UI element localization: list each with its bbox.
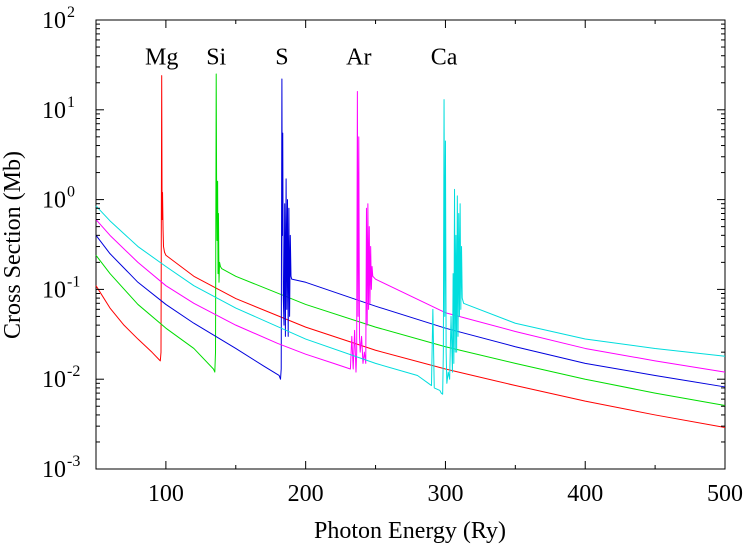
y-tick-label: 10 bbox=[42, 8, 66, 34]
x-tick-label: 400 bbox=[567, 481, 603, 507]
element-labels: Mg Si S Ar Ca bbox=[145, 45, 458, 71]
series-group bbox=[95, 73, 726, 428]
y-tick-exponent: -1 bbox=[67, 273, 80, 290]
series-line-3 bbox=[95, 78, 726, 388]
annotation-ca: Ca bbox=[431, 45, 458, 71]
series-line-4 bbox=[95, 90, 726, 373]
plot-frame bbox=[95, 19, 726, 470]
x-tick-label: 500 bbox=[707, 481, 743, 507]
y-tick-label: 10 bbox=[42, 98, 66, 124]
x-tick-label: 300 bbox=[427, 481, 463, 507]
series-line-2 bbox=[95, 73, 726, 406]
annotation-s: S bbox=[275, 45, 288, 71]
y-axis-label: Cross Section (Mb) bbox=[0, 151, 26, 339]
annotation-si: Si bbox=[206, 45, 226, 71]
y-tick-exponent: -2 bbox=[67, 363, 80, 380]
y-tick-label: 10 bbox=[42, 457, 66, 483]
y-tick-exponent: 1 bbox=[67, 94, 75, 111]
series-line-5 bbox=[95, 99, 726, 395]
x-axis: 100 200 300 400 500 bbox=[95, 20, 743, 507]
annotation-ar: Ar bbox=[346, 45, 371, 71]
series-line-1 bbox=[95, 75, 726, 428]
y-tick-label: 10 bbox=[42, 188, 66, 214]
x-tick-label: 200 bbox=[288, 481, 324, 507]
y-tick-exponent: 2 bbox=[67, 4, 75, 21]
annotation-mg: Mg bbox=[145, 45, 178, 71]
x-tick-label: 100 bbox=[148, 481, 184, 507]
x-axis-label: Photon Energy (Ry) bbox=[314, 518, 506, 544]
y-tick-exponent: 0 bbox=[67, 184, 75, 201]
y-tick-label: 10 bbox=[42, 367, 66, 393]
y-tick-exponent: -3 bbox=[67, 453, 80, 470]
y-tick-label: 10 bbox=[42, 277, 66, 303]
